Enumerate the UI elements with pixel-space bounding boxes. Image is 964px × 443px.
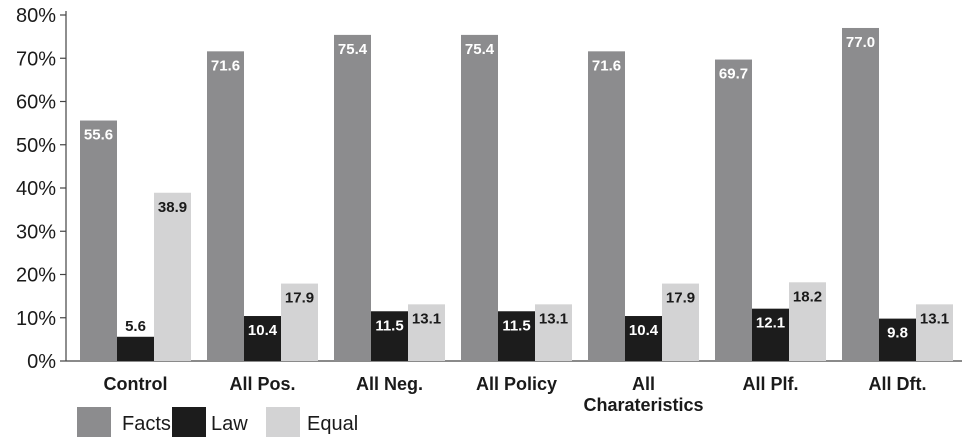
legend-item-facts: Facts bbox=[77, 407, 171, 437]
bar-equal bbox=[789, 282, 826, 361]
legend-item-law: Law bbox=[172, 407, 248, 437]
data-label: 17.9 bbox=[666, 290, 695, 307]
bar-law bbox=[498, 311, 535, 361]
bar-facts bbox=[207, 51, 244, 361]
y-tick-label: 20% bbox=[16, 265, 56, 287]
legend-item-equal: Equal bbox=[266, 407, 358, 437]
y-tick-label: 10% bbox=[16, 308, 56, 330]
data-label: 9.8 bbox=[887, 325, 908, 342]
data-label: 69.7 bbox=[719, 66, 748, 83]
bar-facts bbox=[334, 34, 371, 362]
x-tick-label: All Pos. bbox=[229, 374, 295, 394]
data-label: 10.4 bbox=[248, 322, 278, 339]
y-tick-label: 70% bbox=[16, 48, 56, 70]
data-label: 13.1 bbox=[539, 310, 568, 327]
bar-facts bbox=[461, 34, 498, 362]
bar-law bbox=[117, 336, 154, 361]
data-label: 11.5 bbox=[502, 317, 530, 334]
value-labels: 55.6 5.6 38.9 71.6 10.4 17.9 75.4 11.5 13.1 75.4 1… bbox=[84, 34, 949, 342]
y-tick-label: 50% bbox=[16, 135, 56, 157]
bars bbox=[80, 27, 953, 362]
legend-swatch bbox=[172, 407, 206, 437]
data-label: 11.5 bbox=[375, 317, 403, 334]
bar-law bbox=[625, 316, 662, 361]
data-label: 12.1 bbox=[756, 315, 785, 332]
data-label: 10.4 bbox=[629, 322, 659, 339]
y-tick-label: 30% bbox=[16, 221, 56, 243]
data-label: 71.6 bbox=[592, 57, 621, 74]
data-label: 75.4 bbox=[465, 41, 495, 58]
bar-law bbox=[752, 308, 789, 361]
data-label: 55.6 bbox=[84, 127, 113, 144]
data-label: 13.1 bbox=[412, 310, 441, 327]
data-label: 75.4 bbox=[338, 41, 368, 58]
legend-label: Equal bbox=[307, 413, 358, 435]
x-tick-label: All Plf. bbox=[742, 374, 798, 394]
bar-facts bbox=[715, 59, 752, 362]
data-label: 77.0 bbox=[846, 34, 875, 51]
bar-law bbox=[371, 311, 408, 361]
legend-label: Facts bbox=[122, 413, 171, 435]
legend-swatch bbox=[77, 407, 111, 437]
bar-facts bbox=[80, 120, 117, 361]
y-tick-label: 80% bbox=[16, 5, 56, 27]
bar-equal bbox=[281, 283, 318, 361]
data-label: 13.1 bbox=[920, 310, 949, 327]
legend-swatch bbox=[266, 407, 300, 437]
y-tick-label: 60% bbox=[16, 92, 56, 114]
bar-equal bbox=[916, 304, 953, 361]
data-label: 18.2 bbox=[793, 288, 822, 305]
x-tick-label: All Charateristics bbox=[583, 374, 703, 415]
bar-equal bbox=[535, 304, 572, 361]
bar-law bbox=[879, 318, 916, 361]
legend-label: Law bbox=[211, 413, 248, 435]
x-tick-label: All Policy bbox=[476, 374, 557, 394]
bar-facts bbox=[842, 27, 879, 361]
y-tick-label: 40% bbox=[16, 178, 56, 200]
data-label: 5.6 bbox=[125, 318, 146, 335]
x-tick-label: Control bbox=[104, 374, 168, 394]
category-labels: Control All Pos. All Neg. All Policy All Char… bbox=[104, 374, 927, 415]
data-label: 38.9 bbox=[158, 199, 187, 216]
bar-equal bbox=[154, 192, 191, 361]
x-tick-label: All Neg. bbox=[356, 374, 423, 394]
bar-facts bbox=[588, 51, 625, 361]
bar-equal bbox=[408, 304, 445, 361]
bar-law bbox=[244, 316, 281, 361]
data-label: 71.6 bbox=[211, 57, 240, 74]
bar-equal bbox=[662, 283, 699, 361]
data-label: 17.9 bbox=[285, 290, 314, 307]
legend: Facts Law Equal bbox=[77, 407, 358, 437]
y-tick-label: 0% bbox=[27, 351, 56, 373]
x-tick-label: All Dft. bbox=[869, 374, 927, 394]
